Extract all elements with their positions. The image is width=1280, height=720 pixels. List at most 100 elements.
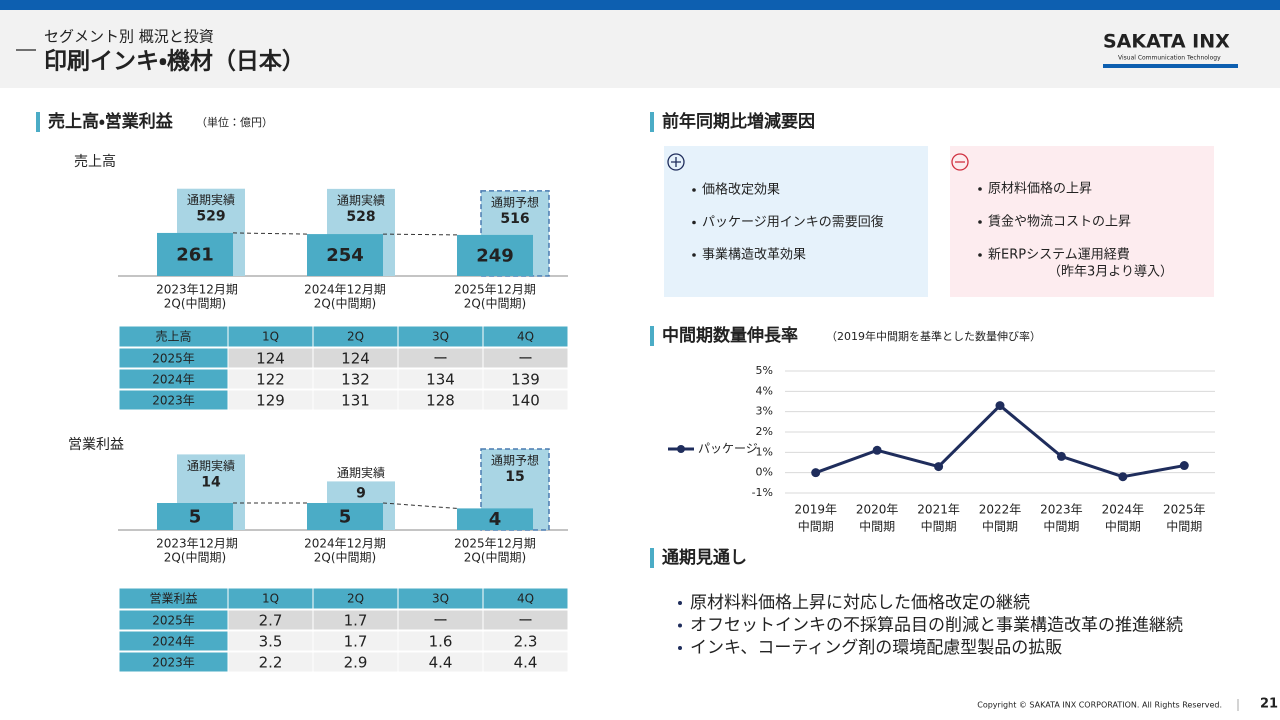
legend-marker: [677, 445, 685, 453]
period-sub-label: 2Q(中間期): [314, 550, 376, 565]
full-year-value: 14: [201, 474, 221, 490]
table-value: 2.2: [259, 654, 283, 672]
plus-icon: [671, 157, 681, 167]
period-label: 2023年12月期: [156, 283, 238, 297]
x-tick-label: 中間期: [798, 519, 834, 534]
first-half-value: 4: [489, 509, 502, 530]
first-half-bar: [157, 232, 233, 276]
first-half-bar: [307, 234, 383, 276]
table-header-cell: [482, 325, 569, 348]
legend-label: パッケージ: [698, 442, 758, 456]
full-year-label: 通期予想: [491, 453, 539, 468]
table-header-cell: [482, 587, 569, 610]
header-band: [0, 10, 1280, 88]
table-header-text: 営業利益: [149, 592, 197, 606]
minus-factor-note: （昨年3月より導入）: [1048, 265, 1173, 280]
first-half-bar: [457, 234, 533, 276]
table-cell: [482, 651, 569, 673]
header-subtitle: セグメント別 概況と投資: [44, 28, 214, 46]
table-value: 3.5: [259, 633, 283, 651]
period-label: 2024年12月期: [304, 537, 386, 551]
x-tick-label: 2019年: [794, 503, 837, 517]
y-tick-label: 5%: [756, 364, 773, 377]
table-value: 4.4: [514, 654, 538, 672]
table-value: 1.7: [344, 633, 368, 651]
first-half-bar: [307, 503, 383, 530]
full-year-label: 通期実績: [187, 192, 235, 207]
table-value: 2.9: [344, 654, 368, 672]
top-stripe: [0, 0, 1280, 10]
full-year-label: 通期予想: [491, 194, 539, 209]
heading-bar: [650, 112, 654, 132]
x-tick-label: 中間期: [1166, 519, 1202, 534]
logo: SAKATA INX: [1103, 31, 1230, 53]
period-label: 2024年12月期: [304, 283, 386, 297]
first-half-bar: [157, 503, 233, 530]
table-value: ー: [433, 612, 448, 630]
outlook-item: オフセットインキの不採算品目の削減と事業構造改革の推進継続: [690, 616, 1183, 636]
y-tick-label: -1%: [752, 486, 773, 499]
table-header-text: 4Q: [517, 330, 534, 344]
series-marker: [1179, 461, 1189, 471]
section-heading: 売上高・営業利益: [48, 111, 174, 132]
period-sub-label: 2Q(中間期): [164, 550, 226, 565]
x-tick-label: 中間期: [982, 519, 1018, 534]
bullet: [678, 623, 682, 628]
table-header-text: 1Q: [262, 330, 279, 344]
x-tick-label: 中間期: [859, 519, 895, 534]
table-header-text: 3Q: [432, 592, 449, 606]
x-tick-label: 中間期: [1043, 519, 1079, 534]
series-marker: [995, 401, 1005, 411]
series-marker: [811, 468, 821, 478]
table-header-text: 2Q: [347, 330, 364, 344]
plus-factor: 価格改定効果: [702, 182, 780, 198]
connector: [382, 233, 458, 236]
table-header-text: 売上高: [155, 329, 191, 344]
minus-factor: 原材料価格の上昇: [988, 181, 1092, 197]
period-label: 2023年12月期: [156, 537, 238, 551]
full-year-label: 通期実績: [187, 458, 235, 473]
series-marker: [872, 445, 882, 455]
minus-icon: [951, 153, 969, 171]
table-header-text: 2Q: [347, 592, 364, 606]
table-value: 124: [341, 350, 370, 368]
page-number: 21: [1260, 697, 1278, 712]
first-half-bar: [457, 508, 533, 530]
x-tick-label: 2021年: [917, 503, 960, 517]
first-half-value: 254: [326, 245, 364, 266]
table-row-label: 2024年: [152, 635, 195, 649]
minus-box: [950, 146, 1214, 297]
y-tick-label: 1%: [756, 445, 773, 458]
x-tick-label: 2025年: [1163, 503, 1206, 517]
period-sub-label: 2Q(中間期): [464, 296, 526, 311]
bullet: [978, 187, 982, 191]
logo-bar: [1103, 64, 1238, 68]
first-half-value: 5: [189, 507, 202, 528]
x-tick-label: 中間期: [921, 519, 957, 534]
chart-label: 営業利益: [68, 437, 124, 453]
logo-tagline: Visual Communication Technology: [1118, 55, 1221, 62]
table-value: ー: [518, 350, 533, 368]
period-sub-label: 2Q(中間期): [164, 296, 226, 311]
y-tick-label: 4%: [756, 384, 773, 397]
table-value: 134: [426, 371, 455, 389]
table-row-label: 2025年: [152, 614, 195, 628]
table-cell: [482, 347, 569, 369]
series-marker: [934, 462, 944, 472]
period-sub-label: 2Q(中間期): [464, 550, 526, 565]
table-row-label: 2023年: [152, 394, 195, 408]
table-value: 140: [511, 392, 540, 410]
section-heading: 中間期数量伸長率: [662, 325, 798, 346]
table-row-label: 2023年: [152, 656, 195, 670]
first-half-value: 249: [476, 245, 514, 266]
table-value: 1.7: [344, 612, 368, 630]
x-tick-label: 中間期: [1105, 519, 1141, 534]
series-marker: [1056, 451, 1066, 461]
plus-factor: パッケージ用インキの需要回復: [702, 214, 884, 230]
table-value: 124: [256, 350, 285, 368]
bullet: [678, 601, 682, 605]
table-cell: [482, 368, 569, 390]
full-year-value: 516: [500, 211, 529, 227]
period-sub-label: 2Q(中間期): [314, 296, 376, 311]
